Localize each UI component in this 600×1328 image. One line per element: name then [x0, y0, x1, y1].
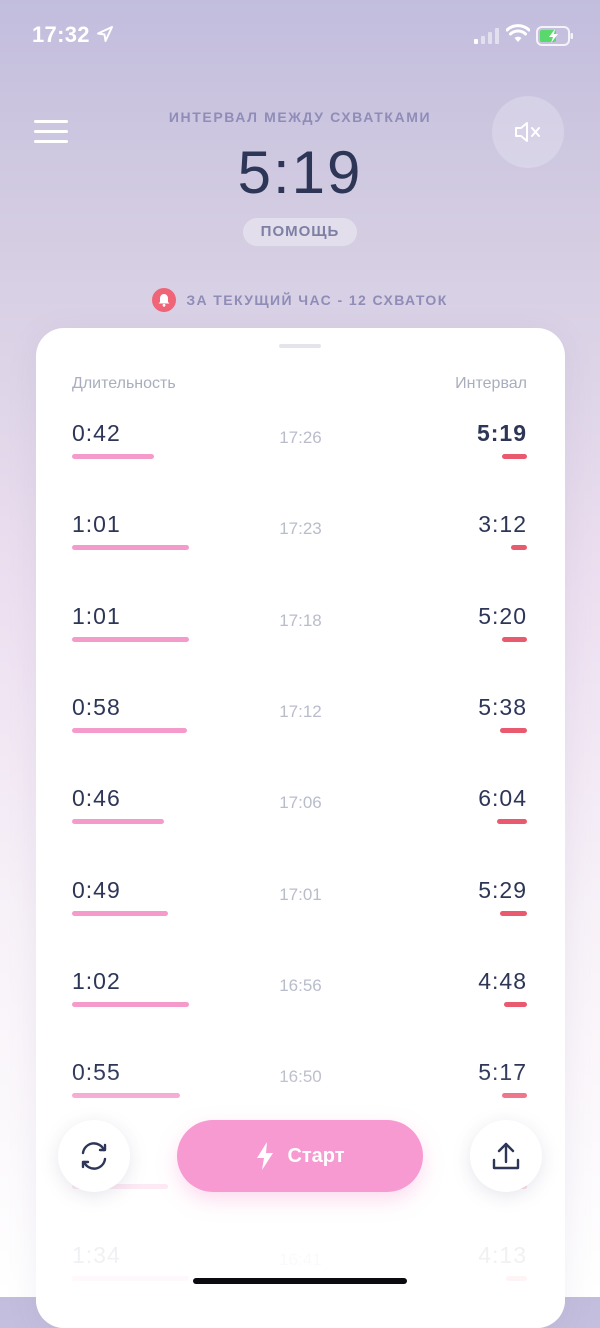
- duration-bar: [72, 1001, 189, 1007]
- interval-bar: [511, 545, 527, 551]
- hamburger-icon-line: [34, 130, 68, 133]
- duration-value: 0:42: [72, 420, 121, 446]
- duration-bar: [72, 636, 189, 642]
- interval-value: 6:04: [478, 785, 527, 812]
- signal-icon: [474, 28, 499, 44]
- current-interval-value: 5:19: [237, 139, 363, 206]
- duration-value: 1:02: [72, 967, 121, 994]
- interval-value: 5:17: [478, 1059, 527, 1086]
- interval-value: 5:19: [476, 420, 527, 446]
- duration-bar: [72, 910, 168, 916]
- list-item[interactable]: 0:58 17:12 5:38: [36, 694, 565, 785]
- duration-value: 0:58: [72, 693, 121, 720]
- duration-value: 1:01: [72, 511, 121, 538]
- menu-button[interactable]: [34, 118, 70, 146]
- duration-bar: [72, 545, 189, 551]
- lightning-icon: [257, 1142, 274, 1170]
- interval-bar: [504, 1001, 527, 1007]
- drag-handle[interactable]: [279, 344, 321, 348]
- bell-icon: [158, 294, 170, 307]
- column-header-interval: Интервал: [455, 375, 527, 392]
- start-button[interactable]: Старт: [177, 1120, 423, 1192]
- list-item[interactable]: 1:34 16:41 4:13: [36, 1242, 565, 1328]
- interval-bar: [502, 454, 527, 459]
- mute-button[interactable]: [492, 96, 564, 168]
- home-indicator[interactable]: [193, 1278, 407, 1284]
- timestamp: 17:23: [279, 519, 322, 539]
- interval-value: 5:38: [478, 693, 527, 720]
- share-icon: [492, 1142, 520, 1170]
- interval-bar: [500, 727, 527, 733]
- list-item[interactable]: 1:01 17:23 3:12: [36, 511, 565, 602]
- hour-summary: ЗА ТЕКУЩИЙ ЧАС - 12 СХВАТОК: [0, 288, 600, 312]
- interval-label: ИНТЕРВАЛ МЕЖДУ СХВАТКАМИ: [168, 109, 432, 125]
- timestamp: 17:26: [279, 428, 322, 447]
- interval-bar: [497, 819, 527, 825]
- interval-value: 3:12: [478, 511, 527, 538]
- list-item[interactable]: 0:49 17:01 5:29: [36, 877, 565, 968]
- wifi-icon: [506, 24, 530, 42]
- duration-bar: [72, 1093, 180, 1099]
- timestamp: 17:01: [279, 884, 322, 904]
- share-button[interactable]: [470, 1120, 542, 1192]
- interval-bar: [502, 636, 527, 642]
- timestamp: 17:12: [279, 701, 322, 721]
- reset-button[interactable]: [58, 1120, 130, 1192]
- list-item[interactable]: 1:01 17:18 5:20: [36, 603, 565, 694]
- list-item[interactable]: 1:02 16:56 4:48: [36, 968, 565, 1059]
- help-button[interactable]: ПОМОЩЬ: [243, 218, 357, 246]
- duration-bar: [72, 1275, 189, 1281]
- location-arrow-icon: [97, 26, 113, 42]
- interval-value: 5:20: [478, 602, 527, 629]
- interval-value: 5:29: [478, 876, 527, 903]
- column-header-duration: Длительность: [72, 375, 176, 392]
- status-bar: 17:32: [0, 0, 600, 70]
- list-item[interactable]: 0:46 17:06 6:04: [36, 785, 565, 876]
- hour-summary-text: ЗА ТЕКУЩИЙ ЧАС - 12 СХВАТОК: [186, 292, 448, 308]
- alert-badge: [152, 288, 177, 312]
- start-label: Старт: [287, 1144, 345, 1167]
- hamburger-icon-line: [34, 120, 68, 123]
- status-time: 17:32: [32, 22, 90, 47]
- refresh-icon: [81, 1142, 107, 1170]
- duration-bar: [72, 819, 164, 825]
- interval-bar: [502, 1093, 527, 1099]
- duration-value: 1:01: [72, 602, 121, 629]
- speaker-mute-icon: [515, 122, 540, 142]
- timestamp: 17:06: [279, 793, 322, 813]
- duration-bar: [72, 727, 187, 733]
- duration-bar: [72, 454, 154, 459]
- interval-bar: [506, 1275, 527, 1281]
- interval-value: 4:13: [478, 1241, 527, 1268]
- timestamp: 16:56: [279, 975, 322, 995]
- battery-charging-icon: [536, 26, 573, 46]
- hamburger-icon-line: [34, 140, 68, 143]
- interval-value: 4:48: [478, 967, 527, 994]
- interval-bar: [500, 910, 527, 916]
- list-item[interactable]: 0:42 17:26 5:19: [36, 420, 565, 511]
- duration-value: 0:49: [72, 876, 121, 903]
- timestamp: 17:18: [279, 610, 322, 630]
- duration-value: 0:46: [72, 785, 121, 812]
